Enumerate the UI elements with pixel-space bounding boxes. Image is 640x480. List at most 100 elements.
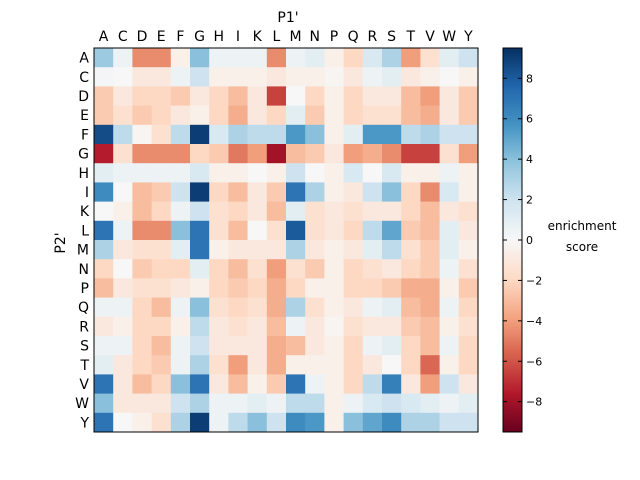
y-tick-label: S: [80, 339, 89, 355]
heatmap-cell: [439, 297, 460, 318]
x-axis-label: P1': [277, 10, 298, 26]
heatmap-cell: [458, 259, 479, 279]
heatmap-cell: [247, 297, 268, 318]
heatmap-cell: [343, 124, 364, 145]
heatmap-cell: [94, 220, 114, 241]
heatmap-cell: [209, 355, 229, 375]
heatmap-cell: [286, 240, 306, 260]
heatmap-cell: [305, 259, 325, 279]
heatmap-cell: [458, 163, 479, 183]
heatmap-cell: [401, 182, 421, 202]
heatmap-cell: [420, 144, 440, 164]
heatmap-cell: [439, 124, 460, 145]
heatmap-cell: [170, 105, 191, 126]
heatmap-cell: [420, 240, 440, 260]
heatmap-cell: [343, 374, 364, 394]
heatmap-cell: [305, 393, 325, 414]
heatmap-cell: [209, 220, 229, 241]
heatmap-cell: [324, 297, 344, 318]
heatmap-cell: [190, 393, 210, 414]
heatmap-cell: [247, 86, 268, 106]
heatmap-cell: [420, 67, 440, 87]
heatmap-cell: [190, 278, 210, 298]
heatmap-cell: [247, 163, 268, 183]
heatmap-cell: [94, 259, 114, 279]
colorbar-tick-label: 0: [526, 234, 533, 247]
x-tick-label: L: [272, 29, 280, 45]
heatmap-cell: [94, 412, 114, 433]
heatmap-cell: [401, 316, 421, 337]
heatmap-cell: [113, 259, 133, 279]
heatmap-cell: [439, 86, 460, 106]
heatmap-cell: [343, 220, 364, 241]
heatmap-cell: [305, 67, 325, 87]
x-tick-label: Y: [463, 29, 473, 45]
heatmap-cell: [151, 259, 172, 279]
heatmap-cell: [382, 220, 402, 241]
heatmap-cell: [324, 124, 344, 145]
heatmap-cell: [132, 124, 152, 145]
heatmap-cell: [132, 336, 152, 356]
heatmap-cell: [439, 355, 460, 375]
colorbar-tick-label: 8: [526, 72, 533, 85]
heatmap-cell: [286, 124, 306, 145]
heatmap-cell: [343, 201, 364, 222]
heatmap-cell: [324, 48, 344, 68]
heatmap-cell: [266, 86, 287, 106]
heatmap-cell: [228, 144, 248, 164]
heatmap-cell: [151, 412, 172, 433]
heatmap-cell: [170, 336, 191, 356]
heatmap-cell: [228, 67, 248, 87]
heatmap-cell: [305, 374, 325, 394]
heatmap-cell: [343, 163, 364, 183]
heatmap-cell: [151, 48, 172, 68]
heatmap-cell: [439, 336, 460, 356]
heatmap-cell: [209, 393, 229, 414]
heatmap-cell: [151, 182, 172, 202]
heatmap-cell: [190, 105, 210, 126]
heatmap-cell: [286, 393, 306, 414]
heatmap-cell: [305, 278, 325, 298]
heatmap-cell: [151, 393, 172, 414]
heatmap-cell: [324, 412, 344, 433]
heatmap-cell: [228, 201, 248, 222]
heatmap-cell: [439, 412, 460, 433]
heatmap-cell: [190, 48, 210, 68]
heatmap-cell: [228, 316, 248, 337]
heatmap-cell: [228, 297, 248, 318]
heatmap-cell: [458, 240, 479, 260]
heatmap-cell: [439, 316, 460, 337]
heatmap-cell: [247, 201, 268, 222]
heatmap-cell: [170, 278, 191, 298]
heatmap-cell: [420, 124, 440, 145]
heatmap-cell: [382, 316, 402, 337]
heatmap-cell: [305, 297, 325, 318]
heatmap-cell: [228, 393, 248, 414]
heatmap-cell: [151, 86, 172, 106]
heatmap-cell: [382, 259, 402, 279]
heatmap-cells: [94, 48, 479, 433]
colorbar-ticks: 8 6 4 2 0 −2 −4 −6 −8: [503, 72, 542, 409]
heatmap-cell: [190, 220, 210, 241]
heatmap-cell: [286, 48, 306, 68]
heatmap-cell: [247, 182, 268, 202]
heatmap-cell: [113, 105, 133, 126]
heatmap-cell: [324, 144, 344, 164]
y-tick-label: A: [79, 51, 89, 67]
heatmap-cell: [151, 355, 172, 375]
heatmap-cell: [324, 278, 344, 298]
heatmap-cell: [94, 124, 114, 145]
heatmap-cell: [362, 67, 383, 87]
heatmap-cell: [132, 105, 152, 126]
heatmap-cell: [113, 163, 133, 183]
heatmap-cell: [209, 412, 229, 433]
heatmap-cell: [151, 220, 172, 241]
heatmap-cell: [247, 240, 268, 260]
heatmap-cell: [420, 182, 440, 202]
heatmap-cell: [132, 297, 152, 318]
heatmap-cell: [151, 201, 172, 222]
heatmap-cell: [113, 86, 133, 106]
heatmap-cell: [266, 278, 287, 298]
heatmap-cell: [170, 393, 191, 414]
heatmap-cell: [439, 374, 460, 394]
